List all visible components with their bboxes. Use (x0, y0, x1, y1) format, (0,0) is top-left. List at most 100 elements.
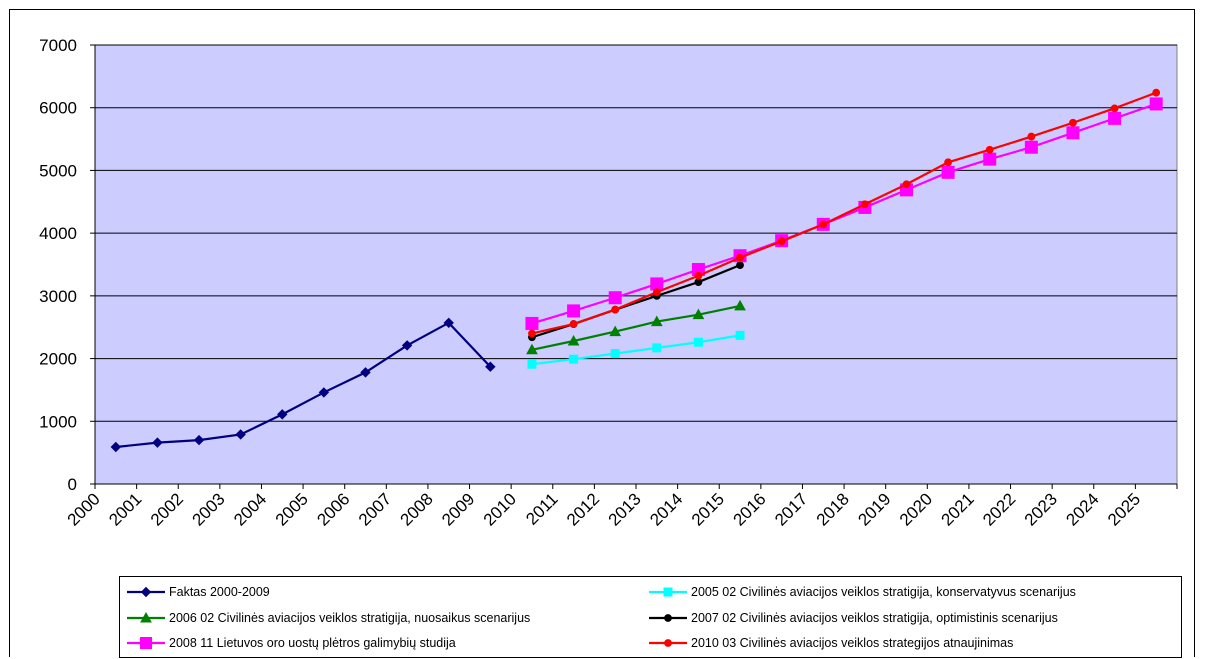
data-point (569, 320, 578, 328)
data-point (527, 359, 537, 369)
legend-swatch (649, 587, 687, 597)
x-tick-label: 2018 (813, 489, 853, 529)
x-tick-label: 2000 (64, 489, 104, 529)
data-point (650, 277, 664, 291)
legend-item: 2010 03 Civilinės aviacijos veiklos stra… (648, 632, 1013, 654)
x-tick-label: 2025 (1104, 489, 1144, 529)
y-tick-label: 2000 (39, 350, 77, 369)
x-tick-label: 2002 (147, 489, 187, 529)
legend-item: 2007 02 Civilinės aviacijos veiklos stra… (648, 607, 1058, 629)
y-tick-label: 7000 (39, 36, 77, 55)
data-point (664, 614, 672, 622)
x-tick-label: 2004 (230, 489, 270, 529)
data-point (443, 317, 454, 329)
series-2 (527, 330, 745, 369)
legend-swatch (127, 611, 165, 623)
x-tick-label: 2008 (397, 489, 437, 529)
legend-item: 2006 02 Civilinės aviacijos veiklos stra… (126, 607, 530, 629)
data-point (525, 316, 539, 330)
chart-frame (9, 9, 1195, 657)
legend-label: 2008 11 Lietuvos oro uostų plėtros galim… (169, 636, 456, 650)
x-tick-label: 2011 (522, 489, 561, 528)
data-point (1027, 132, 1036, 141)
data-point (611, 305, 620, 314)
legend-item: 2005 02 Civilinės aviacijos veiklos stra… (648, 581, 1076, 603)
legend-label: 2007 02 Civilinės aviacijos veiklos stra… (691, 611, 1058, 625)
data-point (1069, 118, 1077, 127)
x-tick-label: 2022 (979, 489, 1019, 529)
x-tick-label: 2023 (1021, 489, 1061, 529)
x-tick-label: 2009 (438, 489, 478, 529)
data-point (569, 354, 579, 364)
data-point (193, 434, 205, 446)
data-point (152, 437, 163, 448)
data-point (694, 271, 703, 280)
data-point (528, 329, 536, 338)
data-point (944, 158, 953, 167)
data-point (140, 637, 152, 649)
legend-label: 2005 02 Civilinės aviacijos veiklos stra… (691, 585, 1076, 599)
data-point (777, 237, 786, 246)
data-point (401, 340, 413, 351)
data-point (567, 304, 581, 318)
x-tick-label: 2016 (729, 489, 769, 529)
data-point (567, 334, 580, 346)
x-tick-label: 2020 (896, 489, 936, 529)
data-point (1066, 126, 1080, 140)
series-line (531, 304, 741, 351)
data-point (318, 387, 330, 398)
series-line (531, 334, 741, 366)
data-point (902, 180, 911, 189)
data-point (1149, 97, 1163, 111)
series-3 (526, 299, 746, 355)
legend-swatch (127, 637, 165, 649)
data-point (652, 288, 661, 296)
data-point (1110, 104, 1119, 113)
data-point (1108, 111, 1122, 125)
y-tick-label: 3000 (39, 287, 77, 306)
data-point (609, 325, 622, 337)
x-tick-label: 2003 (188, 489, 228, 529)
data-point (663, 587, 673, 597)
y-tick-label: 4000 (39, 224, 77, 243)
x-tick-label: 2024 (1062, 489, 1102, 529)
data-point (610, 349, 620, 359)
data-point (140, 611, 152, 623)
data-point (692, 308, 705, 320)
data-point (819, 220, 828, 229)
plot-area (94, 44, 1178, 485)
data-point (110, 441, 122, 453)
data-point (1024, 140, 1038, 154)
series-line (531, 91, 1157, 335)
legend: Faktas 2000-2009 2006 02 Civilinės aviaci… (119, 576, 1182, 658)
legend-swatch (649, 614, 687, 622)
data-point (650, 315, 663, 327)
x-tick-label: 2014 (646, 489, 686, 529)
series-1 (110, 317, 496, 453)
data-point (983, 152, 997, 166)
legend-swatch (127, 586, 165, 598)
x-tick-label: 2012 (563, 489, 603, 529)
data-point (734, 299, 746, 311)
data-point (736, 261, 744, 270)
x-tick-label: 2001 (105, 489, 145, 529)
x-tick-label: 2005 (272, 489, 312, 529)
legend-label: 2010 03 Civilinės aviacijos veiklos stra… (691, 636, 1014, 650)
data-point (485, 361, 496, 372)
series-6 (528, 88, 1161, 338)
legend-swatch (649, 639, 687, 647)
x-tick-label: 2021 (938, 489, 978, 529)
data-point (664, 639, 672, 647)
y-tick-label: 0 (68, 475, 77, 494)
data-point (860, 200, 869, 209)
data-point (985, 145, 994, 154)
legend-label: 2006 02 Civilinės aviacijos veiklos stra… (169, 611, 531, 625)
y-tick-label: 6000 (39, 99, 77, 118)
data-point (360, 367, 371, 378)
data-point (608, 291, 622, 305)
series-line (531, 102, 1157, 325)
series-line (115, 321, 492, 449)
x-tick-label: 2006 (313, 489, 353, 529)
data-point (941, 165, 955, 179)
